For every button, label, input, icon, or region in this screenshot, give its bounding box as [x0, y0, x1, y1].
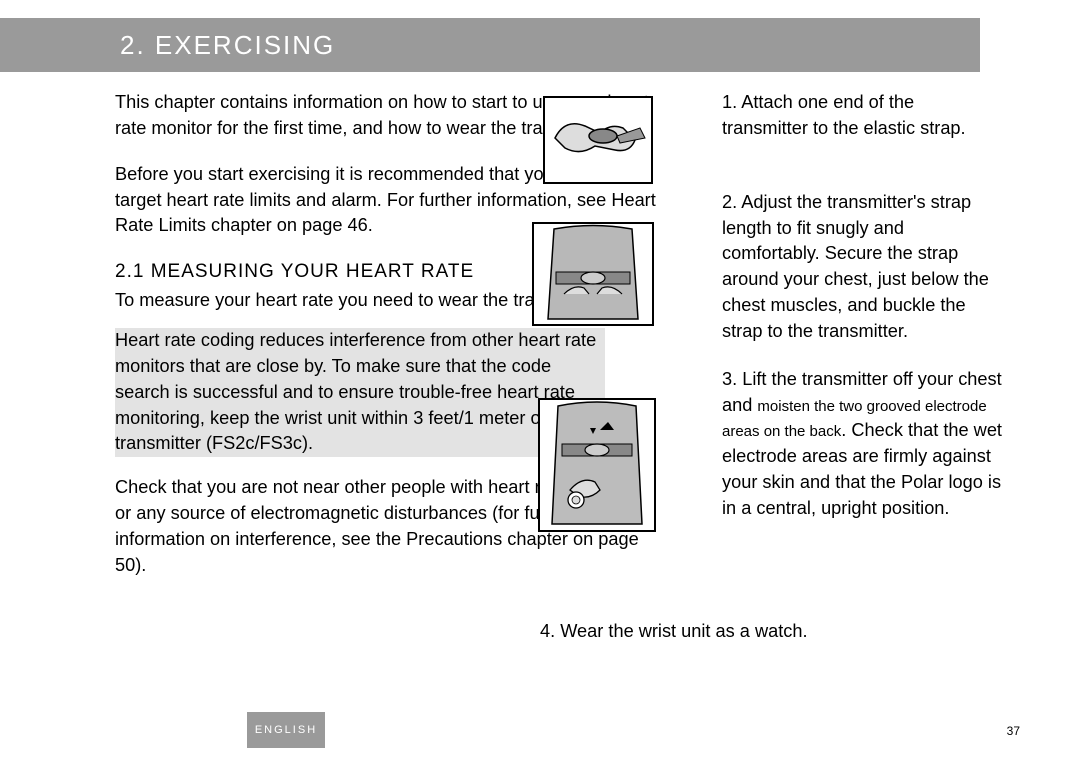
page-number: 37 [1007, 724, 1020, 738]
footer-language-box: ENGLISH [247, 712, 325, 748]
footer-language: ENGLISH [255, 724, 317, 736]
highlight-text: Heart rate coding reduces interference f… [115, 330, 596, 453]
chapter-header-bar: 2. EXERCISING [0, 18, 980, 72]
step-4: 4. Wear the wrist unit as a watch. [540, 621, 808, 642]
illustration-adjust-strap [532, 222, 654, 326]
highlight-box: Heart rate coding reduces interference f… [115, 328, 605, 457]
step-1: 1. Attach one end of the transmitter to … [722, 90, 1002, 142]
illustration-attach-strap [543, 96, 653, 184]
chapter-title: 2. EXERCISING [120, 30, 335, 61]
illustration-moisten-electrodes [538, 398, 656, 532]
right-column: 1. Attach one end of the transmitter to … [722, 90, 1002, 544]
step-3: 3. Lift the transmitter off your chest a… [722, 367, 1002, 522]
step-2: 2. Adjust the transmitter's strap length… [722, 190, 1002, 345]
